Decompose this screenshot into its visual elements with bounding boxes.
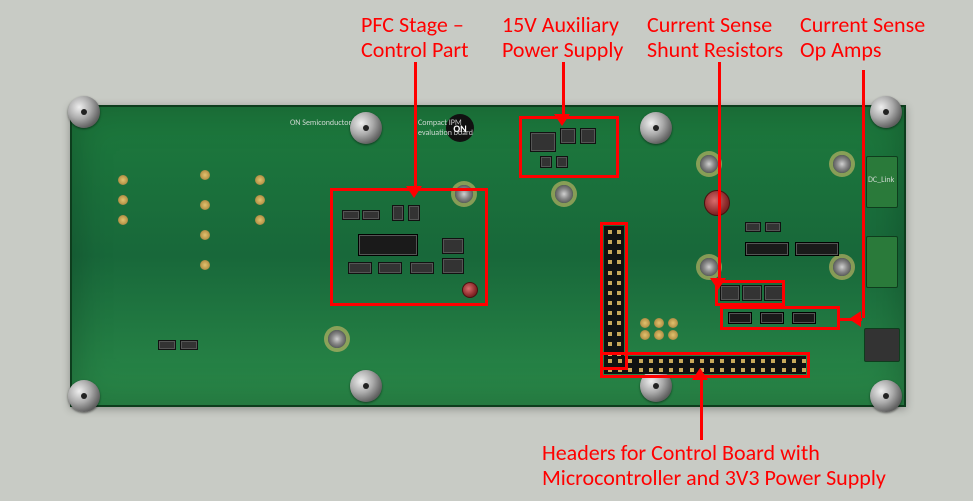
standoff bbox=[870, 96, 902, 128]
smd-component bbox=[795, 242, 839, 256]
annotation-label: PFC Stage – Control Part bbox=[361, 12, 468, 63]
silkscreen-text: evaluation board bbox=[418, 128, 473, 138]
arrowhead-icon bbox=[692, 368, 708, 380]
standoff bbox=[640, 112, 672, 144]
callout-line bbox=[862, 70, 865, 318]
plated-via bbox=[654, 318, 664, 328]
annotation-label: Headers for Control Board with Microcont… bbox=[542, 440, 886, 491]
silkscreen-text: DC_Link bbox=[868, 175, 894, 185]
plated-via bbox=[200, 170, 210, 180]
standoff bbox=[350, 370, 382, 402]
callout-box bbox=[720, 306, 840, 330]
plated-via bbox=[255, 175, 265, 185]
plated-via bbox=[200, 200, 210, 210]
plated-via bbox=[200, 260, 210, 270]
smd-component bbox=[180, 340, 198, 350]
smd-component bbox=[745, 242, 789, 256]
plated-via bbox=[668, 330, 678, 340]
annotation-label: 15V Auxiliary Power Supply bbox=[502, 12, 623, 63]
screw-hole bbox=[555, 185, 573, 203]
callout-line bbox=[562, 62, 565, 116]
smd-component bbox=[765, 222, 781, 232]
standoff bbox=[870, 380, 902, 412]
figure-stage: ON Compact IPMevaluation boardON Semicon… bbox=[0, 0, 973, 501]
standoff bbox=[350, 112, 382, 144]
screw-hole bbox=[833, 155, 851, 173]
plated-via bbox=[118, 195, 128, 205]
plated-via bbox=[668, 318, 678, 328]
screw-hole bbox=[700, 258, 718, 276]
plated-via bbox=[640, 318, 650, 328]
annotation-label: Current Sense Op Amps bbox=[800, 12, 925, 63]
callout-box bbox=[600, 222, 628, 370]
standoff bbox=[68, 96, 100, 128]
screw-hole bbox=[328, 330, 346, 348]
plated-via bbox=[118, 215, 128, 225]
terminal-block bbox=[866, 236, 898, 288]
silkscreen-text: ON Semiconductor bbox=[290, 118, 351, 128]
callout-line bbox=[414, 62, 417, 188]
arrowhead-icon bbox=[849, 311, 861, 327]
arrowhead-icon bbox=[406, 186, 422, 198]
plated-via bbox=[255, 195, 265, 205]
callout-line bbox=[718, 62, 721, 280]
screw-hole bbox=[833, 258, 851, 276]
plated-via bbox=[118, 175, 128, 185]
plated-via bbox=[654, 330, 664, 340]
screw-hole bbox=[700, 155, 718, 173]
terminal-block bbox=[864, 328, 900, 362]
plated-via bbox=[640, 330, 650, 340]
arrowhead-icon bbox=[710, 278, 726, 290]
callout-line bbox=[700, 378, 703, 440]
annotation-label: Current Sense Shunt Resistors bbox=[647, 12, 783, 63]
smd-component bbox=[745, 222, 761, 232]
standoff bbox=[68, 380, 100, 412]
plated-via bbox=[200, 230, 210, 240]
silkscreen-text: Compact IPM bbox=[418, 118, 462, 128]
smd-component bbox=[158, 340, 176, 350]
electrolytic-cap bbox=[704, 190, 730, 216]
callout-box bbox=[330, 188, 488, 306]
arrowhead-icon bbox=[554, 114, 570, 126]
plated-via bbox=[255, 215, 265, 225]
